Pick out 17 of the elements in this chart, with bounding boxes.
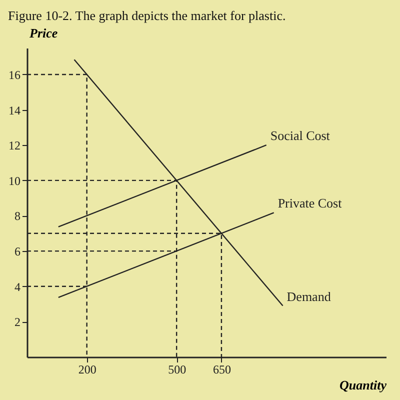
series-label: Demand [286,288,332,304]
x-tick-label: 500 [168,362,186,376]
series-label: Private Cost [278,196,342,211]
y-tick-label: 10 [8,174,20,188]
y-tick-label: 2 [14,315,20,330]
x-tick-label: 200 [78,362,96,376]
y-tick-label: 6 [14,244,20,259]
y-tick-label: 14 [8,103,20,118]
y-tick-label: 4 [14,280,20,294]
y-tick-label: 16 [8,68,20,82]
y-tick-label: 8 [14,209,20,224]
x-axis-title: Quantity [340,378,387,392]
y-tick-label: 12 [8,138,20,153]
chart-title: Figure 10-2. The graph depicts the market for plastic. [8,8,286,23]
series-label: Social Cost [270,128,330,144]
x-tick-label: 650 [212,362,231,376]
y-axis-title: Price [30,26,58,40]
